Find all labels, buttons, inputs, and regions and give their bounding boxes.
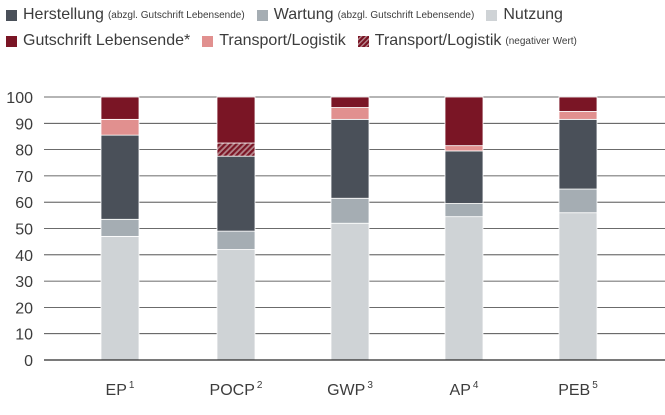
x-tick-label: GWP 3 bbox=[327, 380, 373, 399]
legend-swatch-transport-negative bbox=[357, 35, 369, 47]
bar-segment bbox=[444, 216, 484, 361]
bar-segment bbox=[216, 96, 256, 144]
y-tick-label: 100 bbox=[6, 90, 33, 107]
legend-swatch-herstellung bbox=[6, 9, 17, 21]
legend-label: Transport/Logistik bbox=[219, 32, 346, 49]
legend-item-wartung: Wartung (abzgl. Gutschrift Lebensende) bbox=[256, 6, 475, 24]
bar-segment bbox=[558, 111, 598, 120]
bar-segment bbox=[330, 96, 370, 108]
x-tick-label-superscript: 1 bbox=[129, 380, 135, 391]
legend-label: Wartung bbox=[273, 6, 334, 23]
legend-note: (abzgl. Gutschrift Lebensende) bbox=[337, 9, 475, 21]
chart-legend: Herstellung (abzgl. Gutschrift Lebensend… bbox=[6, 2, 661, 54]
legend-label: Herstellung bbox=[23, 6, 104, 23]
x-tick-label-superscript: 3 bbox=[367, 380, 373, 391]
bar-segment bbox=[558, 118, 598, 190]
y-tick-label: 30 bbox=[15, 274, 33, 291]
x-tick-label-superscript: 2 bbox=[257, 380, 263, 391]
x-tick-label-text: EP bbox=[106, 382, 127, 399]
y-tick-label: 10 bbox=[15, 327, 33, 344]
bars bbox=[100, 96, 598, 361]
bar-segment bbox=[558, 96, 598, 112]
bar-segment bbox=[444, 203, 484, 218]
legend-row-1: Herstellung (abzgl. Gutschrift Lebensend… bbox=[6, 2, 661, 28]
y-tick-label: 80 bbox=[15, 143, 33, 160]
legend-swatch-gutschrift bbox=[6, 35, 17, 47]
bar-segment bbox=[216, 230, 256, 250]
bar-segment bbox=[100, 134, 140, 220]
legend-item-transport: Transport/Logistik bbox=[202, 32, 346, 50]
bar-segment bbox=[444, 150, 484, 204]
axes: 0 10 20 30 40 50 60 70 80 90 100 EP 1 POCP 2 GWP 3 AP 4 PEB… bbox=[6, 90, 665, 399]
y-tick-label: 50 bbox=[15, 222, 33, 239]
bar-segment bbox=[216, 142, 256, 157]
x-tick-label: POCP 2 bbox=[210, 380, 263, 399]
x-tick-label-text: AP bbox=[450, 382, 471, 399]
y-tick-label: 60 bbox=[15, 195, 33, 212]
bar-segment bbox=[100, 218, 140, 237]
y-tick-label: 90 bbox=[15, 116, 33, 133]
y-tick-label: 40 bbox=[15, 248, 33, 265]
legend-label: Transport/Logistik bbox=[374, 32, 502, 49]
bar-segment bbox=[216, 155, 256, 232]
bar-segment bbox=[330, 107, 370, 120]
x-tick-label-superscript: 4 bbox=[473, 380, 479, 391]
bar-segment bbox=[100, 235, 140, 361]
bar-segment bbox=[330, 118, 370, 199]
bar-segment bbox=[330, 222, 370, 361]
bar-segment bbox=[330, 197, 370, 224]
bar-segment bbox=[558, 212, 598, 361]
legend-item-transport-negative: Transport/Logistik (negativer Wert) bbox=[357, 32, 577, 50]
bar-segment bbox=[444, 145, 484, 152]
bar-segment bbox=[100, 118, 140, 136]
bar-segment bbox=[558, 188, 598, 214]
legend-swatch-transport bbox=[202, 35, 214, 47]
bar-segment bbox=[100, 96, 140, 120]
x-tick-label-superscript: 5 bbox=[592, 380, 598, 391]
x-tick-label: EP 1 bbox=[106, 380, 135, 399]
legend-swatch-wartung bbox=[256, 9, 268, 21]
y-tick-label: 70 bbox=[15, 169, 33, 186]
legend-swatch-nutzung bbox=[486, 9, 498, 21]
legend-item-gutschrift: Gutschrift Lebensende* bbox=[6, 32, 190, 50]
y-tick-label: 0 bbox=[24, 353, 33, 370]
bar-segment bbox=[216, 249, 256, 361]
x-tick-label-text: POCP bbox=[210, 382, 255, 399]
legend-note: (negativer Wert) bbox=[505, 35, 577, 47]
legend-item-nutzung: Nutzung bbox=[486, 6, 563, 24]
x-tick-label-text: GWP bbox=[327, 382, 365, 399]
legend-note: (abzgl. Gutschrift Lebensende) bbox=[107, 9, 245, 21]
legend-item-herstellung: Herstellung (abzgl. Gutschrift Lebensend… bbox=[6, 6, 245, 24]
y-tick-label: 20 bbox=[15, 300, 33, 317]
x-tick-label: PEB 5 bbox=[558, 380, 598, 399]
x-tick-label: AP 4 bbox=[450, 380, 479, 399]
x-tick-label-text: PEB bbox=[558, 382, 590, 399]
legend-label: Gutschrift Lebensende* bbox=[23, 32, 191, 49]
legend-label: Nutzung bbox=[503, 6, 563, 23]
legend-row-2: Gutschrift Lebensende* Transport/Logisti… bbox=[6, 28, 661, 54]
bar-segment bbox=[444, 96, 484, 147]
